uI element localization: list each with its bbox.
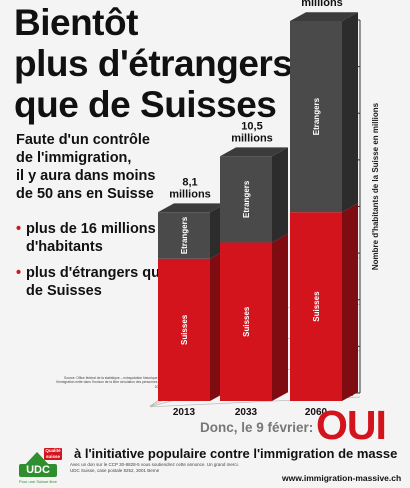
quality-badge-line: suisse — [45, 454, 60, 459]
segment-label: Etrangers — [312, 97, 321, 135]
segment-label: Suisses — [180, 314, 189, 345]
bullet-dot-icon: • — [16, 221, 22, 237]
quality-badge-line: Qualité — [45, 448, 61, 453]
bar-side-etrangers — [272, 147, 288, 243]
headline-line-1: Bientôt — [14, 2, 138, 43]
bar-top-face — [158, 203, 226, 213]
lead-line: de 50 ans en Suisse — [16, 186, 154, 202]
bar-side-suisses — [272, 233, 288, 401]
headline-line-2: plus d'étrangers — [14, 43, 293, 84]
bullet-list: • plus de 16 millions d'habitants • plus… — [16, 220, 176, 308]
y-axis-title: Nombre d'habitants de la Suisse en milli… — [371, 102, 380, 270]
bar-segment-etrangers — [220, 156, 272, 243]
bar-segment-suisses — [220, 242, 272, 401]
logo-wordmark: UDC — [19, 464, 57, 477]
lead-line: de l'immigration, — [16, 150, 132, 166]
lead-line: Faute d'un contrôle — [16, 132, 150, 148]
total-unit-label: millions — [169, 188, 211, 200]
footer-initiative: à l'initiative populaire contre l'immigr… — [74, 446, 398, 461]
footer-vote: OUI — [316, 402, 387, 448]
bar-segment-suisses — [290, 212, 342, 401]
bullet-item: • plus d'étrangers que de Suisses — [16, 264, 176, 300]
footer-url-link[interactable]: www.immigration-massive.ch — [282, 473, 402, 483]
total-unit-label: millions — [301, 0, 343, 9]
footer-small-line: UDC Suisse, case postale 8252, 3001 Bern… — [70, 467, 160, 473]
bullet-text: plus d'étrangers que de Suisses — [26, 265, 169, 299]
bullet-text: plus de 16 millions d'habitants — [26, 221, 156, 255]
footer-small-line: Avec un don sur le CCP 30-8828-5 vous so… — [70, 462, 239, 467]
total-value-label: 10,5 — [241, 120, 262, 132]
footer-small-print: Avec un don sur le CCP 30-8828-5 vous so… — [70, 462, 270, 473]
bar-segment-etrangers — [158, 212, 210, 259]
logo-subtitle: Pour une Suisse libre — [18, 479, 58, 484]
bar-side-etrangers — [342, 12, 358, 213]
bullet-item: • plus de 16 millions d'habitants — [16, 220, 176, 256]
bar-top-face — [290, 12, 358, 22]
x-category-label: 2033 — [235, 407, 258, 418]
bar-side-suisses — [342, 203, 358, 401]
total-unit-label: millions — [231, 132, 273, 144]
segment-label: Etrangers — [242, 180, 251, 218]
total-value-label: 8,1 — [182, 176, 197, 188]
footer-tagline: Donc, le 9 février: — [200, 420, 314, 435]
lead-line: il y aura dans moins — [16, 168, 156, 184]
quality-badge: Qualité suisse — [44, 448, 62, 460]
udc-logo: Qualité suisse UDC Pour une Suisse libre — [10, 448, 64, 486]
headline: Bientôt plus d'étrangers que de Suisses — [14, 2, 293, 125]
x-category-label: 2060 — [305, 407, 328, 418]
x-category-label: 2013 — [173, 407, 196, 418]
lead-text: Faute d'un contrôle de l'immigration, il… — [16, 131, 176, 203]
bar-top-face — [220, 147, 288, 157]
bullet-dot-icon: • — [16, 265, 22, 281]
segment-label: Etrangers — [180, 216, 189, 254]
segment-label: Suisses — [242, 306, 251, 337]
bar-segment-etrangers — [290, 21, 342, 213]
bar-segment-suisses — [158, 258, 210, 401]
segment-label: Suisses — [312, 291, 321, 322]
headline-line-3: que de Suisses — [14, 84, 277, 125]
